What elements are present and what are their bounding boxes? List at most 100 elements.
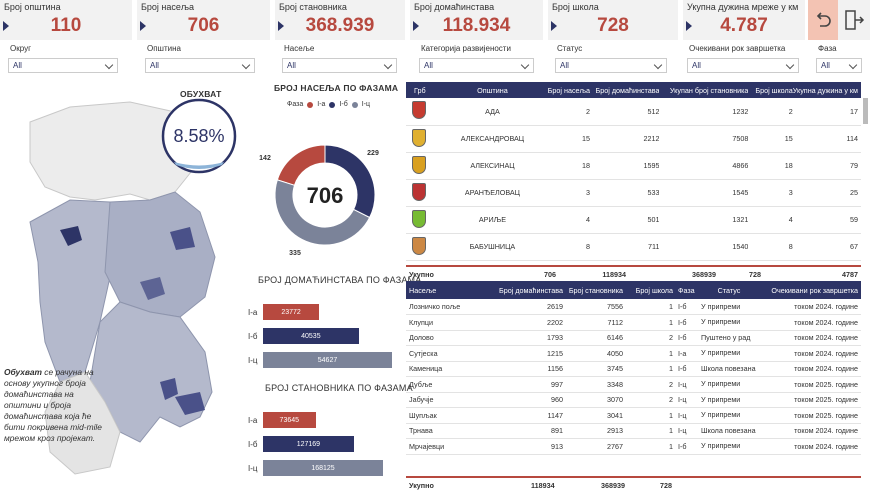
slicer-phase[interactable]: Фаза All bbox=[816, 44, 862, 78]
bar-I-ц[interactable]: 168125 bbox=[263, 460, 383, 476]
table-cell: 18 bbox=[784, 161, 793, 170]
table-cell: 891 bbox=[551, 426, 563, 436]
kpi-population: Број становника 368.939 bbox=[275, 0, 405, 40]
table-cell: 2767 bbox=[607, 441, 623, 451]
bar-I-а[interactable]: 23772 bbox=[263, 304, 320, 320]
table-row[interactable]: АДА 2 512 1232 2 17 bbox=[406, 98, 861, 125]
bar-I-ц[interactable]: 54627 bbox=[263, 352, 392, 368]
map-region-highlight-4[interactable] bbox=[140, 277, 165, 300]
map-region-highlight-2[interactable] bbox=[160, 378, 178, 400]
col-households[interactable]: Број домаћинстава bbox=[499, 285, 563, 295]
table-row[interactable]: Јабучје 960 3070 2 I-ц У припреми током 2025. … bbox=[406, 392, 861, 408]
serbia-map[interactable] bbox=[0, 82, 240, 482]
municipality-table[interactable]: Грб Општина Број насеља Број домаћинстав… bbox=[406, 82, 861, 278]
slicer-category[interactable]: Категорија развијености All bbox=[419, 44, 534, 78]
col-deadline[interactable]: Очекивани рок завршетка bbox=[771, 285, 858, 295]
caret-icon bbox=[686, 21, 692, 31]
table-row[interactable]: Сутјеска 1215 4050 1 I-а У припреми током 2024… bbox=[406, 346, 861, 361]
slicer-dropdown[interactable]: All bbox=[8, 58, 118, 73]
slicer-dropdown[interactable]: All bbox=[145, 58, 255, 73]
table-cell: 17 bbox=[850, 106, 858, 116]
table-row[interactable]: Лозничко поље 2619 7556 1 I-б У припреми током… bbox=[406, 299, 861, 315]
slicer-dropdown[interactable]: All bbox=[555, 58, 667, 73]
table-row[interactable]: АЛЕКСИНАЦ 18 1595 4866 18 79 bbox=[406, 152, 861, 179]
slicer-dropdown[interactable]: All bbox=[687, 58, 799, 73]
col-households[interactable]: Број домаћинстава bbox=[595, 85, 660, 95]
table-row[interactable]: АРИЉЕ 4 501 1321 4 59 bbox=[406, 206, 861, 233]
col-crest[interactable]: Грб bbox=[414, 85, 426, 95]
coverage-value: 8.58% bbox=[173, 126, 225, 146]
donut-chart[interactable]: 142 229 335 706 bbox=[250, 138, 400, 258]
table-row[interactable]: Долово 1793 6146 2 I-б Пуштено у рад током 202… bbox=[406, 330, 861, 346]
map-region-central-east[interactable] bbox=[104, 191, 216, 318]
table-cell: Клупци bbox=[409, 317, 433, 327]
table-cell: 501 bbox=[647, 215, 660, 224]
donut-slice-I-ц[interactable] bbox=[274, 179, 371, 246]
table-cell: 533 bbox=[647, 188, 660, 197]
kpi-schools: Број школа 728 bbox=[548, 0, 678, 40]
table-row[interactable]: Клупци 2202 7112 1 I-б У припреми током 2024. … bbox=[406, 315, 861, 330]
table-row[interactable]: АРАНЂЕЛОВАЦ 3 533 1545 3 25 bbox=[406, 179, 861, 206]
col-settlement[interactable]: Насеље bbox=[409, 285, 437, 295]
table-row[interactable]: БАБУШНИЦА 8 711 1540 8 67 bbox=[406, 233, 861, 260]
col-population[interactable]: Укупан број становника bbox=[669, 85, 749, 95]
slicer-label: Насеље bbox=[284, 44, 315, 53]
total-schools: 728 bbox=[749, 270, 761, 279]
table-cell: I-б bbox=[678, 441, 687, 451]
table-cell: 1147 bbox=[547, 410, 563, 420]
slicer-municipality[interactable]: Општина All bbox=[145, 44, 255, 78]
slicer-dropdown[interactable]: All bbox=[816, 58, 862, 73]
map-region-highlight-1[interactable] bbox=[60, 226, 82, 246]
col-phase[interactable]: Фаза bbox=[678, 285, 695, 295]
slicer-district[interactable]: Округ All bbox=[8, 44, 118, 78]
table-row[interactable]: Трнава 891 2913 1 I-ц Школа повезана током 202… bbox=[406, 423, 861, 439]
total-households: 118934 bbox=[531, 481, 555, 490]
table-row[interactable]: Каменица 1156 3745 1 I-б Школа повезана током … bbox=[406, 361, 861, 377]
total-population: 368939 bbox=[601, 481, 625, 490]
table-cell: 79 bbox=[850, 161, 858, 170]
col-schools[interactable]: Број школа bbox=[635, 285, 673, 295]
map-region-central-west[interactable] bbox=[29, 199, 126, 383]
table-cell: Сутјеска bbox=[409, 348, 438, 358]
col-status[interactable]: Статус bbox=[717, 285, 741, 295]
slicer-dropdown[interactable]: All bbox=[419, 58, 534, 73]
col-municipality[interactable]: Општина bbox=[477, 85, 508, 95]
reset-button[interactable] bbox=[808, 0, 838, 40]
municipality-scrollbar[interactable] bbox=[863, 98, 868, 124]
exit-button[interactable] bbox=[839, 0, 869, 40]
table-row[interactable]: АЛЕКСАНДРОВАЦ 15 2212 7508 15 114 bbox=[406, 125, 861, 152]
kpi-label: Број домаћинстава bbox=[414, 2, 495, 12]
slicer-dropdown[interactable]: All bbox=[282, 58, 397, 73]
bar-I-б[interactable]: 40535 bbox=[263, 328, 359, 344]
municipality-total-row: Укупно 706 118934 368939 728 4787 bbox=[406, 265, 861, 279]
map-region-kosovo[interactable] bbox=[44, 371, 121, 475]
table-cell: 1793 bbox=[547, 333, 563, 343]
slicer-settlement[interactable]: Насеље All bbox=[282, 44, 397, 78]
caret-icon bbox=[551, 21, 557, 31]
col-population[interactable]: Број становника bbox=[568, 285, 623, 295]
col-schools[interactable]: Број школа bbox=[755, 85, 793, 95]
donut-legend: Фаза I-а I-б I-ц bbox=[287, 101, 370, 108]
bar-I-б[interactable]: 127169 bbox=[263, 436, 354, 452]
caret-icon bbox=[3, 21, 9, 31]
action-buttons bbox=[808, 0, 870, 40]
table-cell: I-ц bbox=[678, 410, 687, 420]
slicer-deadline[interactable]: Очекивани рок завршетка All bbox=[687, 44, 799, 78]
donut-slice-I-а[interactable] bbox=[276, 144, 326, 186]
col-settlements[interactable]: Број насеља bbox=[547, 85, 591, 95]
settlement-table[interactable]: Насеље Број домаћинстава Број становника… bbox=[406, 281, 861, 474]
map-region-highlight-5[interactable] bbox=[170, 227, 195, 250]
table-cell: 4050 bbox=[607, 348, 623, 358]
table-row[interactable]: Мрчајевци 913 2767 1 I-б У припреми током 2024… bbox=[406, 439, 861, 454]
table-row[interactable]: Шупљак 1147 3041 1 I-ц У припреми током 2025. … bbox=[406, 408, 861, 423]
col-length[interactable]: Укупна дужина у км bbox=[792, 85, 858, 95]
table-cell: Трнава bbox=[409, 426, 433, 436]
table-cell: током 2024. године bbox=[794, 426, 858, 436]
slicer-status[interactable]: Статус All bbox=[555, 44, 667, 78]
map-region-highlight-3[interactable] bbox=[175, 392, 205, 415]
table-cell: 2212 bbox=[643, 134, 660, 143]
table-cell: АРИЉЕ bbox=[478, 215, 507, 224]
table-cell: 7112 bbox=[607, 317, 623, 327]
bar-I-а[interactable]: 73645 bbox=[263, 412, 316, 428]
table-row[interactable]: Дубље 997 3348 2 I-ц У припреми током 2025. го… bbox=[406, 377, 861, 392]
